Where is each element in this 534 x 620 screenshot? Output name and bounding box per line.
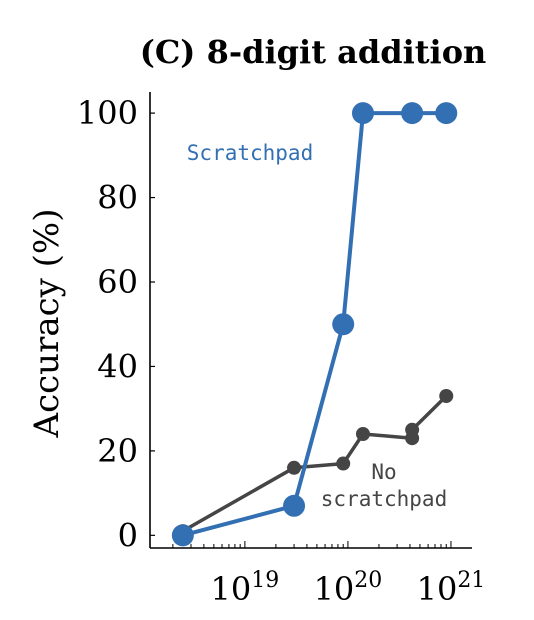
data-point-scratchpad [332, 313, 355, 336]
data-point-scratchpad [435, 102, 458, 125]
y-tick-label-80: 80 [97, 179, 138, 217]
x-tick-label-21: 1021 [417, 568, 486, 608]
data-point-scratchpad [171, 524, 194, 547]
series-label-no-scratchpad: No [371, 460, 396, 484]
data-point-no-scratchpad [439, 389, 454, 403]
data-point-scratchpad [401, 102, 424, 125]
y-tick-label-40: 40 [97, 347, 138, 385]
series-label-scratchpad: Scratchpad [187, 141, 313, 165]
data-point-scratchpad [283, 494, 306, 517]
data-point-scratchpad [351, 102, 374, 125]
x-tick-label-20: 1020 [314, 568, 383, 608]
y-tick-label-20: 20 [97, 432, 138, 470]
labels-layer: Scratchpad No scratchpad [187, 141, 447, 511]
y-tick-label-60: 60 [97, 263, 138, 301]
series-no-scratchpad [175, 389, 454, 539]
series-line-scratchpad [182, 111, 447, 538]
y-tick-label-0: 0 [118, 516, 138, 554]
y-ticks: 0 20 40 60 80 100 [77, 94, 155, 554]
y-axis-label: Accuracy (%) [27, 209, 67, 439]
y-tick-label-100: 100 [77, 94, 138, 132]
chart-title: (C) 8-digit addition [140, 33, 487, 71]
data-point-no-scratchpad [405, 422, 420, 437]
data-point-no-scratchpad [336, 456, 351, 471]
data-point-no-scratchpad [355, 427, 370, 441]
series-label-no-scratchpad: scratchpad [321, 487, 447, 511]
data-point-no-scratchpad [287, 460, 302, 475]
x-tick-label-19: 1019 [211, 568, 280, 608]
series-scratchpad [171, 102, 458, 547]
series-layer [171, 102, 458, 547]
x-ticks: 1019 1020 1021 [172, 541, 486, 608]
